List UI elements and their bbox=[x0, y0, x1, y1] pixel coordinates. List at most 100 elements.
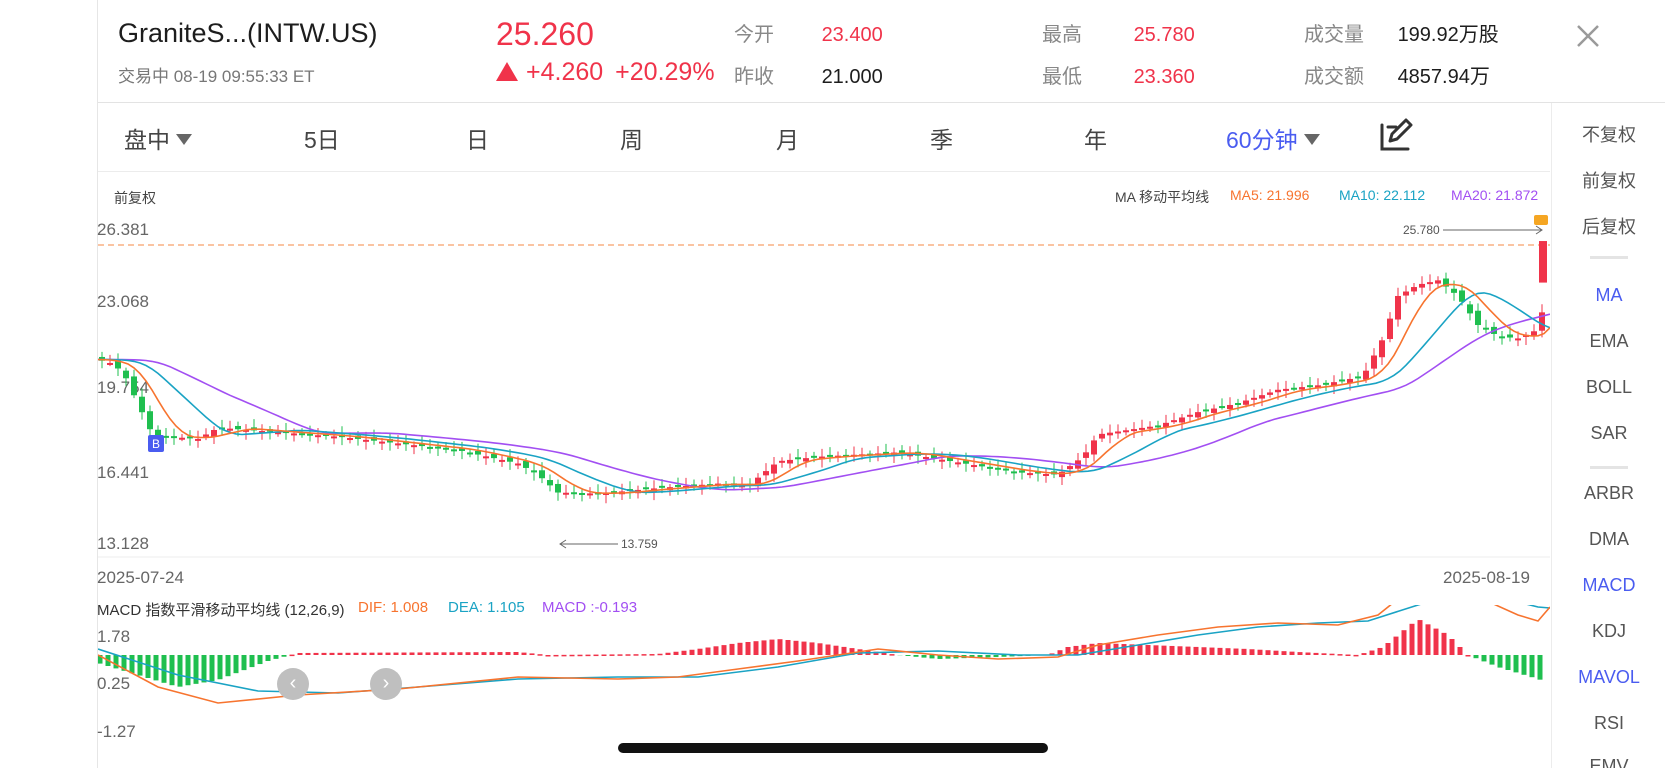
drawing-tool-button[interactable] bbox=[1376, 115, 1416, 155]
tab-5day[interactable]: 5日 bbox=[304, 127, 340, 153]
candle-body bbox=[827, 454, 833, 457]
tab-60min[interactable]: 60分钟 bbox=[1226, 121, 1320, 155]
candle-body bbox=[435, 446, 441, 449]
candle-body bbox=[611, 491, 617, 494]
tab-year[interactable]: 年 bbox=[1084, 127, 1107, 153]
divider bbox=[97, 0, 98, 768]
high-marker-label: 25.780 bbox=[1403, 223, 1440, 237]
stat-prev-close: 昨收 21.000 bbox=[734, 66, 883, 88]
macd-bar bbox=[1177, 646, 1183, 655]
candle-body bbox=[195, 438, 201, 441]
last-price: 25.260 bbox=[496, 16, 594, 52]
macd-bar bbox=[785, 640, 791, 655]
candle-body bbox=[1419, 283, 1425, 288]
macd-bar bbox=[121, 655, 127, 671]
macd-bar bbox=[137, 655, 143, 676]
sidebar-item-backward-adjust[interactable]: 后复权 bbox=[1582, 217, 1636, 237]
macd-bar bbox=[569, 654, 575, 657]
candle-body bbox=[395, 443, 401, 446]
sidebar-item-macd[interactable]: MACD bbox=[1582, 575, 1636, 595]
candle-body bbox=[227, 428, 233, 431]
candle-body bbox=[331, 436, 337, 439]
candle-body bbox=[419, 443, 425, 447]
sidebar-item-dma[interactable]: DMA bbox=[1589, 529, 1629, 549]
candle-body bbox=[555, 483, 561, 493]
macd-bar bbox=[401, 652, 407, 655]
tab-quarter[interactable]: 季 bbox=[930, 127, 953, 153]
sidebar-item-sar[interactable]: SAR bbox=[1590, 423, 1628, 443]
candle-body bbox=[1155, 425, 1161, 428]
sidebar-item-ma[interactable]: MA bbox=[1595, 285, 1623, 305]
macd-bar bbox=[433, 652, 439, 655]
candle-body bbox=[1027, 473, 1033, 476]
sidebar-item-no-adjust[interactable]: 不复权 bbox=[1582, 125, 1636, 145]
stat-volume: 成交量 199.92万股 bbox=[1304, 24, 1499, 46]
candle-body bbox=[467, 452, 473, 455]
tab-week[interactable]: 周 bbox=[620, 127, 643, 153]
sidebar-item-boll[interactable]: BOLL bbox=[1585, 377, 1633, 397]
sidebar-divider bbox=[1590, 466, 1628, 469]
tab-day[interactable]: 日 bbox=[466, 127, 489, 153]
candle-body bbox=[427, 446, 433, 449]
macd-bar bbox=[833, 645, 839, 655]
sidebar-item-kdj[interactable]: KDJ bbox=[1591, 621, 1626, 641]
candle-body bbox=[235, 425, 241, 430]
candle-body bbox=[515, 463, 521, 466]
scroll-right-button[interactable]: › bbox=[370, 668, 402, 700]
macd-bar bbox=[1489, 655, 1495, 665]
macd-bar bbox=[1225, 648, 1231, 655]
macd-bar bbox=[481, 652, 487, 655]
quote-header: GraniteS...(INTW.US) 交易中 08-19 09:55:33 … bbox=[98, 0, 1665, 103]
sidebar-item-ema[interactable]: EMA bbox=[1589, 331, 1629, 351]
tab-month[interactable]: 月 bbox=[776, 127, 799, 153]
macd-bar bbox=[129, 655, 135, 674]
macd-bar bbox=[601, 654, 607, 656]
macd-bar bbox=[1201, 647, 1207, 655]
sidebar-item-emv[interactable]: EMV bbox=[1589, 756, 1629, 768]
candle-body bbox=[1347, 378, 1353, 384]
candle-body bbox=[1267, 392, 1273, 395]
candle-body bbox=[123, 370, 129, 379]
macd-bar bbox=[273, 655, 279, 659]
macd-bar bbox=[1265, 650, 1271, 655]
close-button[interactable] bbox=[1570, 18, 1606, 54]
sidebar-item-mavol[interactable]: MAVOL bbox=[1578, 667, 1640, 687]
candle-body bbox=[955, 462, 961, 465]
sidebar-item-forward-adjust[interactable]: 前复权 bbox=[1582, 171, 1636, 191]
macd-chart[interactable] bbox=[98, 605, 1550, 750]
sidebar-item-arbr[interactable]: ARBR bbox=[1583, 483, 1634, 503]
candle-body bbox=[931, 454, 937, 459]
change-value: +4.260 bbox=[526, 58, 604, 86]
candle-body bbox=[403, 441, 409, 445]
macd-bar bbox=[985, 655, 991, 658]
macd-bar bbox=[361, 652, 367, 655]
tab-intraday[interactable]: 盘中 bbox=[124, 121, 192, 155]
macd-bar bbox=[889, 654, 895, 656]
macd-value: MACD :-0.193 bbox=[542, 599, 638, 616]
candle-body bbox=[1043, 473, 1049, 476]
macd-bar bbox=[1537, 655, 1543, 680]
macd-bar bbox=[1369, 650, 1375, 655]
scroll-left-button[interactable]: ‹ bbox=[277, 668, 309, 700]
candle-body bbox=[1515, 338, 1521, 341]
candles-group bbox=[99, 241, 1547, 504]
dea-line bbox=[98, 605, 1550, 694]
candle-body bbox=[363, 439, 369, 442]
macd-bar bbox=[1441, 632, 1447, 655]
sidebar-item-rsi[interactable]: RSI bbox=[1593, 713, 1624, 733]
macd-histogram bbox=[98, 620, 1543, 687]
candle-body bbox=[107, 362, 113, 365]
candle-body bbox=[443, 447, 449, 450]
adjust-mode-label: 前复权 bbox=[114, 190, 156, 206]
candle-body bbox=[531, 470, 537, 473]
home-indicator[interactable] bbox=[618, 743, 1048, 753]
macd-bar bbox=[241, 655, 247, 671]
candlestick-chart[interactable]: 25.780 13.759 B bbox=[98, 200, 1550, 560]
macd-bar bbox=[369, 652, 375, 655]
candle-body bbox=[1059, 471, 1065, 478]
macd-bar bbox=[1249, 649, 1255, 655]
x-start-date: 2025-07-24 bbox=[97, 568, 184, 587]
macd-bar bbox=[881, 652, 887, 655]
buy-marker[interactable] bbox=[148, 435, 164, 452]
y-tick-label: 26.381 bbox=[97, 220, 149, 239]
